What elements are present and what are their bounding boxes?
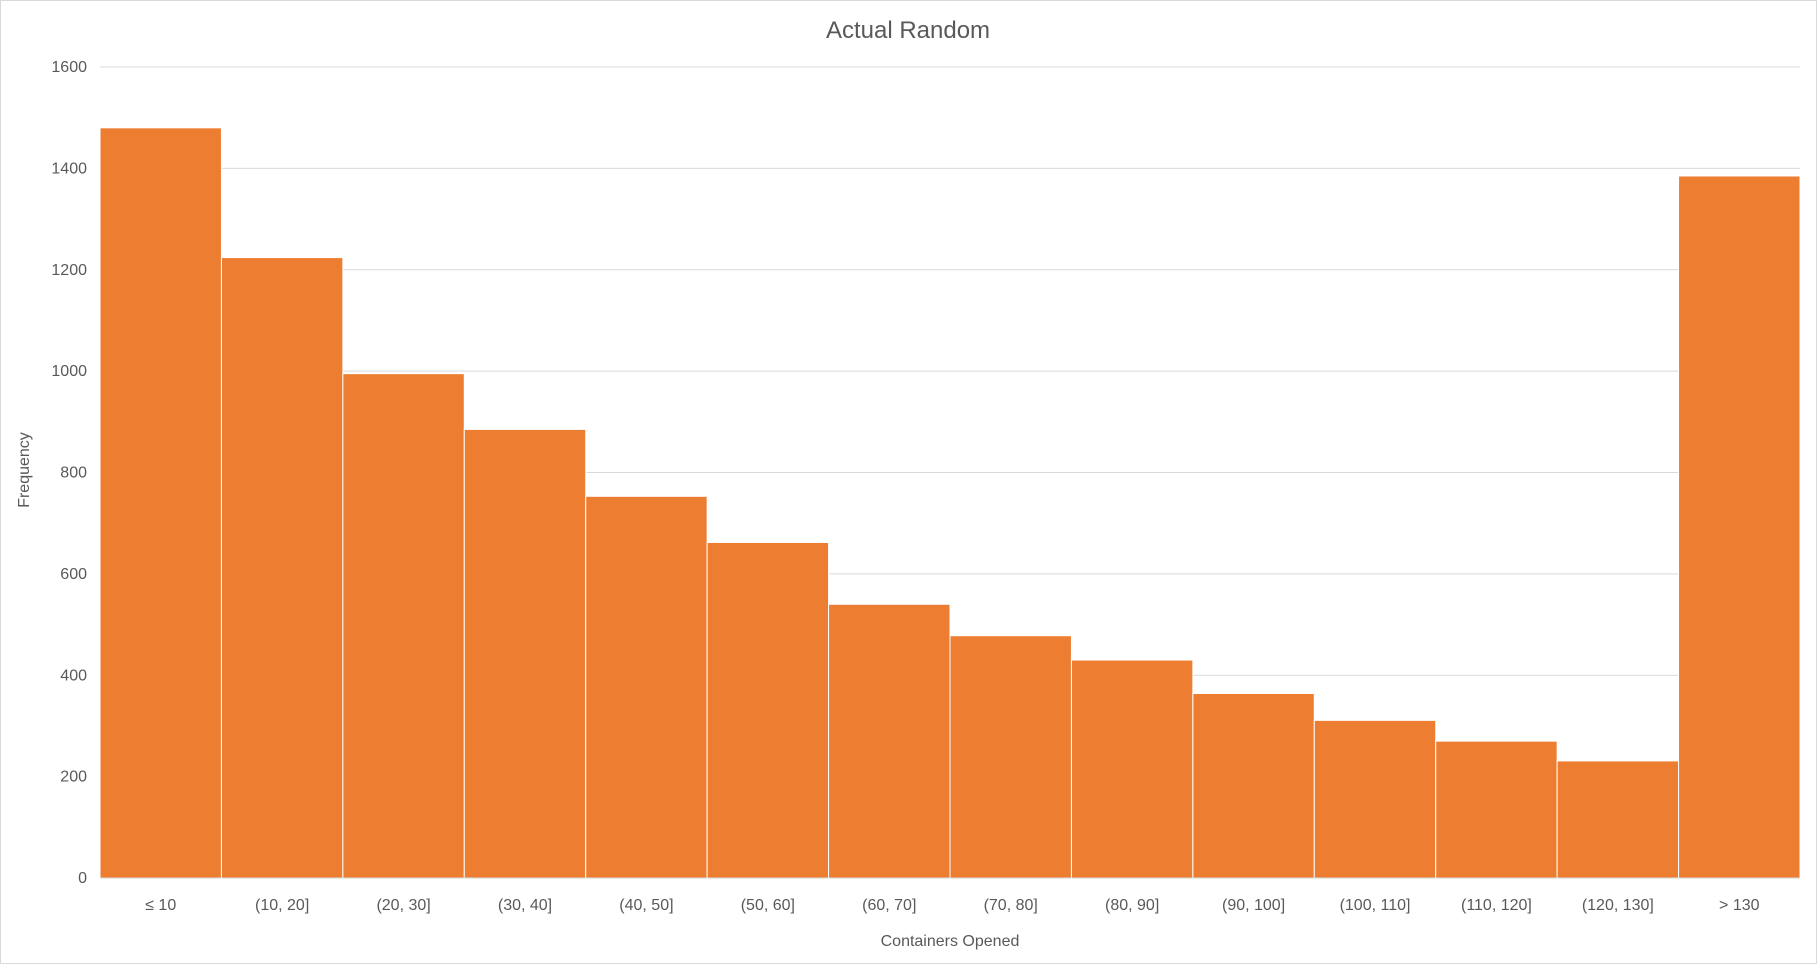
y-axis-tick-labels: 0 200 400 600 800 1000 1200 1400 1600	[51, 59, 87, 887]
bar	[706, 541, 830, 879]
bar	[1070, 659, 1194, 879]
y-tick-label: 1600	[51, 59, 87, 76]
bar	[585, 495, 708, 879]
x-tick-label: (60, 70]	[862, 897, 916, 914]
bar	[828, 603, 951, 879]
y-tick-label: 0	[78, 870, 87, 887]
bar	[99, 127, 222, 879]
bar	[342, 373, 465, 879]
bar	[1678, 175, 1801, 879]
bar	[949, 635, 1072, 879]
bar	[1556, 760, 1680, 879]
y-tick-label: 400	[60, 667, 87, 684]
chart-title: Actual Random	[826, 17, 990, 44]
bar	[1313, 719, 1437, 879]
x-tick-label: (120, 130]	[1582, 897, 1654, 914]
x-tick-label: (100, 110]	[1340, 897, 1411, 914]
x-tick-label: > 130	[1719, 897, 1760, 914]
x-tick-label: (40, 50]	[619, 897, 673, 914]
y-tick-label: 600	[60, 566, 87, 583]
bar	[220, 257, 344, 879]
y-tick-label: 200	[60, 769, 87, 786]
bar	[1435, 740, 1558, 879]
x-axis-title: Containers Opened	[881, 933, 1020, 950]
y-tick-label: 1400	[51, 160, 87, 177]
y-axis-title: Frequency	[16, 432, 33, 508]
bar	[1192, 692, 1315, 879]
bars	[99, 127, 1801, 879]
x-tick-label: ≤ 10	[145, 897, 176, 914]
x-tick-label: (110, 120]	[1461, 897, 1532, 914]
y-tick-label: 800	[60, 465, 87, 482]
x-tick-label: (80, 90]	[1105, 897, 1159, 914]
x-tick-label: (30, 40]	[498, 897, 552, 914]
x-tick-label: (90, 100]	[1222, 897, 1285, 914]
bar	[463, 428, 587, 879]
y-tick-label: 1200	[51, 262, 87, 279]
x-tick-label: (50, 60]	[741, 897, 795, 914]
x-tick-label: (20, 30]	[376, 897, 430, 914]
y-tick-label: 1000	[51, 363, 87, 380]
x-tick-label: (10, 20]	[255, 897, 309, 914]
x-axis-tick-labels: ≤ 10 (10, 20] (20, 30] (30, 40] (40, 50] (50,…	[145, 897, 1759, 914]
x-tick-label: (70, 80]	[984, 897, 1038, 914]
